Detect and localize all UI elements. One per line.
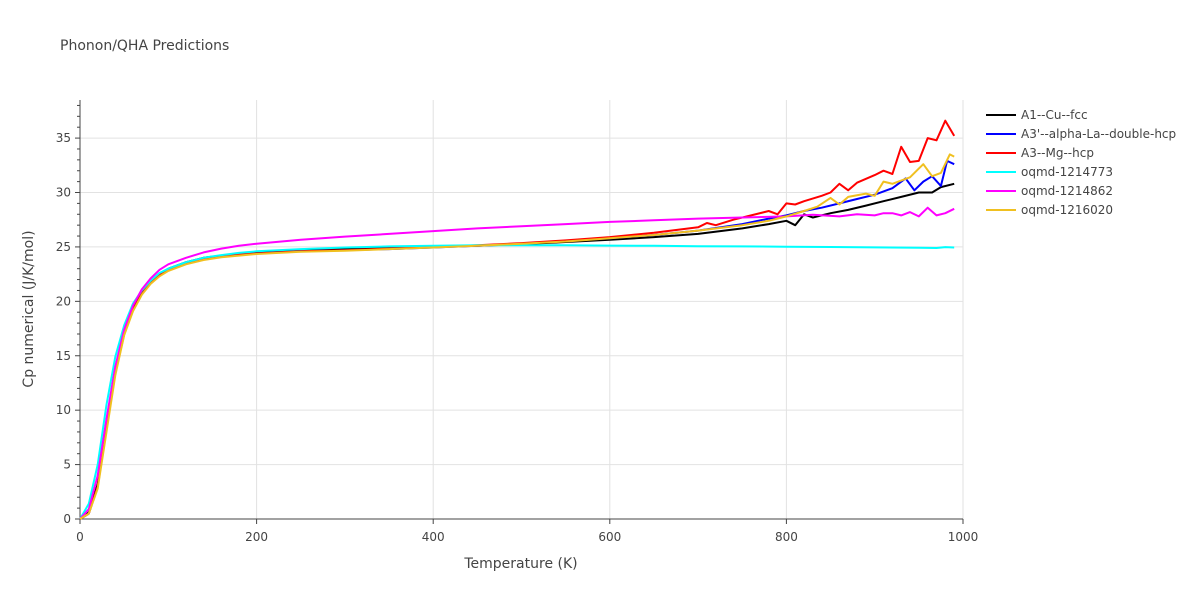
legend-label: oqmd-1214773 bbox=[1021, 165, 1113, 179]
x-tick-label: 600 bbox=[598, 530, 621, 544]
x-tick-label: 200 bbox=[245, 530, 268, 544]
y-tick-label: 25 bbox=[56, 240, 71, 254]
x-tick-label: 1000 bbox=[948, 530, 979, 544]
legend-label: A3'--alpha-La--double-hcp bbox=[1021, 127, 1176, 141]
series-lines bbox=[79, 119, 956, 520]
y-tick-label: 20 bbox=[56, 294, 71, 308]
grid-lines bbox=[80, 100, 964, 519]
y-tick-label: 0 bbox=[63, 512, 71, 526]
series-line-2 bbox=[79, 119, 956, 520]
x-tick-label: 800 bbox=[775, 530, 798, 544]
y-tick-label: 15 bbox=[56, 349, 71, 363]
series-line-5 bbox=[79, 153, 955, 520]
legend[interactable]: A1--Cu--fcc A3'--alpha-La--double-hcp A3--… bbox=[986, 108, 1176, 217]
series-line-0 bbox=[79, 182, 955, 520]
chart-title: Phonon/QHA Predictions bbox=[60, 38, 229, 54]
legend-item-3[interactable]: oqmd-1214773 bbox=[986, 165, 1113, 179]
axes bbox=[75, 100, 964, 524]
y-tick-label: 5 bbox=[63, 458, 71, 472]
legend-label: oqmd-1214862 bbox=[1021, 184, 1113, 198]
x-tick-label: 400 bbox=[422, 530, 445, 544]
legend-item-1[interactable]: A3'--alpha-La--double-hcp bbox=[986, 127, 1176, 141]
legend-item-2[interactable]: A3--Mg--hcp bbox=[986, 146, 1094, 160]
y-tick-label: 10 bbox=[56, 403, 71, 417]
y-axis-title: Cp numerical (J/K/mol) bbox=[21, 230, 37, 387]
legend-label: A1--Cu--fcc bbox=[1021, 108, 1088, 122]
y-tick-labels: 0 5 10 15 20 25 30 35 bbox=[56, 131, 71, 526]
x-tick-labels: 0 200 400 600 800 1000 bbox=[76, 530, 978, 544]
legend-item-5[interactable]: oqmd-1216020 bbox=[986, 203, 1113, 217]
legend-item-0[interactable]: A1--Cu--fcc bbox=[986, 108, 1088, 122]
x-axis-title: Temperature (K) bbox=[463, 556, 577, 572]
x-tick-label: 0 bbox=[76, 530, 84, 544]
series-line-4 bbox=[79, 206, 955, 520]
legend-label: A3--Mg--hcp bbox=[1021, 146, 1094, 160]
y-tick-label: 35 bbox=[56, 131, 71, 145]
legend-item-4[interactable]: oqmd-1214862 bbox=[986, 184, 1113, 198]
legend-label: oqmd-1216020 bbox=[1021, 203, 1113, 217]
y-tick-label: 30 bbox=[56, 186, 71, 200]
series-line-3 bbox=[79, 244, 955, 520]
